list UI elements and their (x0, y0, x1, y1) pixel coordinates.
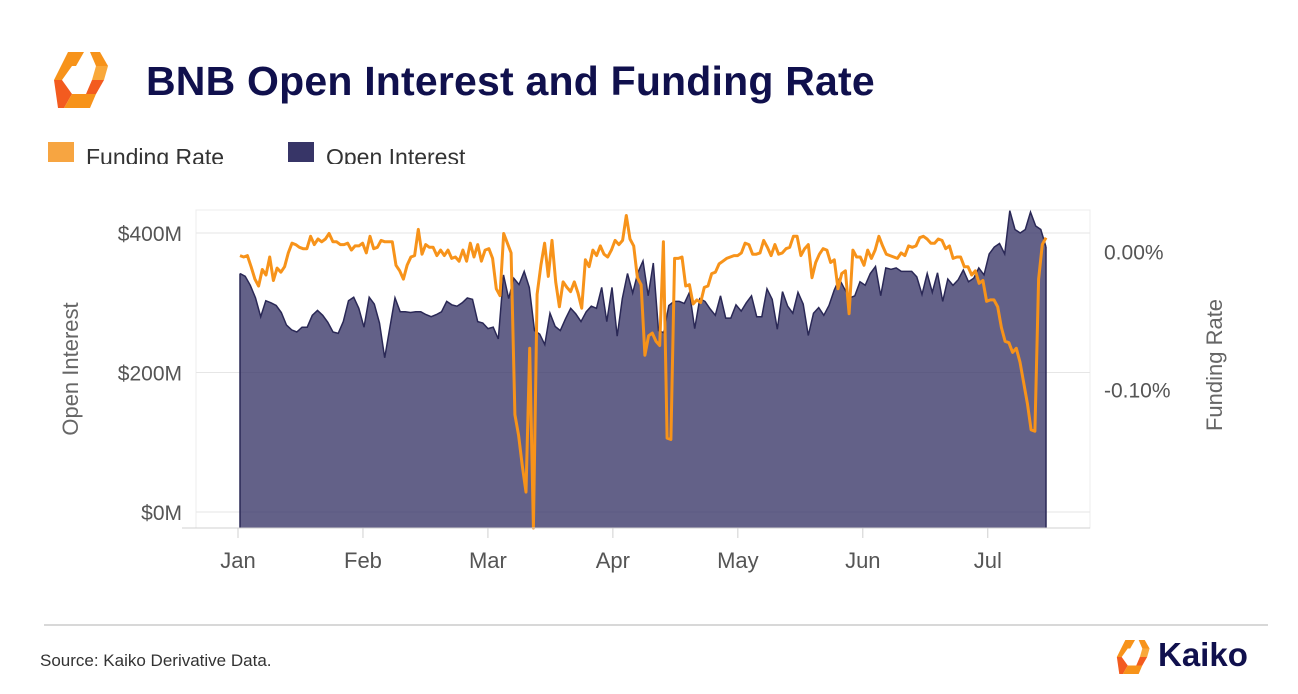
x-tick-label: May (717, 548, 759, 573)
kaiko-logo-icon (54, 52, 108, 108)
legend-label-funding-rate: Funding Rate (86, 144, 225, 164)
y-left-tick-label: $200M (118, 362, 182, 385)
x-tick-label: Mar (469, 548, 507, 573)
y-left-tick-label: $400M (118, 223, 182, 246)
funding-rate-line (239, 214, 1048, 530)
y-right-axis-title: Funding Rate (1202, 299, 1227, 431)
y-right-tick-label: 0.00% (1104, 241, 1164, 264)
kaiko-brand-icon (1116, 640, 1150, 674)
source-note: Source: Kaiko Derivative Data. (40, 651, 272, 670)
x-tick-label: Jul (974, 548, 1002, 573)
x-tick-label: Feb (344, 548, 382, 573)
open-interest-outline (239, 209, 1047, 358)
legend-swatch-open-interest (288, 142, 314, 162)
footer-divider (44, 624, 1268, 626)
y-right-tick-label: -0.10% (1104, 380, 1171, 403)
chart-legend: Funding Rate Open Interest (46, 136, 506, 164)
legend-label-open-interest: Open Interest (326, 144, 466, 164)
x-tick-label: Jan (220, 548, 255, 573)
open-interest-series (239, 209, 1047, 528)
x-tick-label: Apr (596, 548, 630, 573)
chart-axes: $400M $200M $0M 0.00% -0.10% Jan Feb Mar Apr May J… (58, 223, 1227, 573)
brand-name: Kaiko (1158, 636, 1248, 673)
y-left-axis-title: Open Interest (58, 302, 83, 435)
chart-title: BNB Open Interest and Funding Rate (146, 58, 875, 104)
funding-rate-series (239, 214, 1048, 530)
x-tick-label: Jun (845, 548, 880, 573)
brand-mark[interactable]: Kaiko (1112, 636, 1272, 680)
open-interest-area (240, 210, 1046, 528)
y-left-tick-label: $0M (141, 502, 182, 525)
legend-swatch-funding-rate (48, 142, 74, 162)
